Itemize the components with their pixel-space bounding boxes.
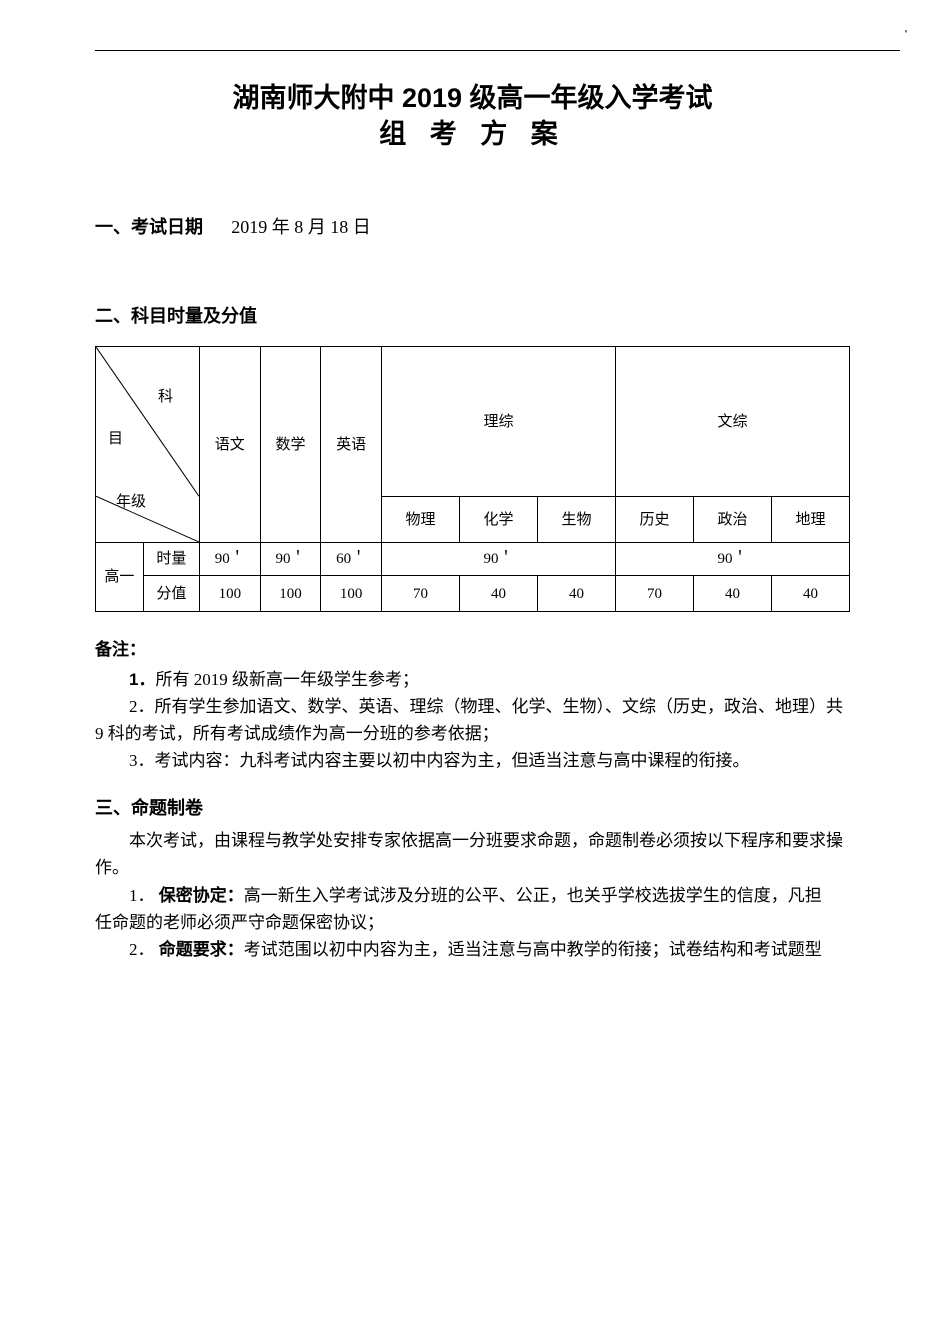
section3-heading: 三、命题制卷 [95,798,203,818]
exam-date: 2019 年 8 月 18 日 [231,217,371,237]
top-rule [95,50,900,51]
col-shuxue: 数学 [260,347,321,543]
item-1-body-a: 高一新生入学考试涉及分班的公平、公正，也关乎学校选拔学生的信度，凡担 [244,886,822,905]
section-exam-date: 一、考试日期 2019 年 8 月 18 日 [95,213,850,242]
document-title: 湖南师大附中 2019 级高一年级入学考试 组 考 方 案 [95,80,850,153]
notes-heading: 备注： [95,636,850,663]
diag-label-grade: 年级 [116,490,146,514]
section1-heading: 一、考试日期 [95,217,203,237]
row-score-label: 分值 [143,576,199,612]
diag-label-subject-mid: 目 [108,427,123,451]
section2-heading: 二、科目时量及分值 [95,306,257,326]
score-yingyu: 100 [321,576,382,612]
col-huaxue: 化学 [459,497,537,543]
col-shengwu: 生物 [537,497,615,543]
subjects-table: 科 目 年级 语文 数学 英语 理综 文综 物理 化学 生物 历史 政治 地理 … [95,346,850,612]
section3-intro: 本次考试，由课程与教学处安排专家依据高一分班要求命题，命题制卷必须按以下程序和要… [95,827,850,881]
col-yingyu: 英语 [321,347,382,543]
item-1-body-b: 任命题的老师必须严守命题保密协议； [95,909,850,936]
score-zhengzhi: 40 [693,576,771,612]
item-2-num: 2． [129,940,155,959]
title-line1: 湖南师大附中 2019 级高一年级入学考试 [95,80,850,116]
dur-lizong: 90＇ [381,543,615,576]
score-lishi: 70 [615,576,693,612]
score-shuxue: 100 [260,576,321,612]
row-duration-label: 时量 [143,543,199,576]
col-wenzong: 文综 [615,347,849,497]
score-yuwen: 100 [199,576,260,612]
row-grade: 高一 [96,543,144,612]
col-zhengzhi: 政治 [693,497,771,543]
score-wuli: 70 [381,576,459,612]
section-subjects: 二、科目时量及分值 [95,302,850,331]
score-shengwu: 40 [537,576,615,612]
title-line2: 组 考 方 案 [95,116,850,152]
note-1: 1．所有 2019 级新高一年级学生参考； [95,666,850,693]
col-dili: 地理 [771,497,849,543]
diagonal-header: 科 目 年级 [96,347,200,543]
item-1: 1． 保密协定：高一新生入学考试涉及分班的公平、公正，也关乎学校选拔学生的信度，… [146,882,850,909]
col-yuwen: 语文 [199,347,260,543]
notes-block: 备注： 1．所有 2019 级新高一年级学生参考； 2．所有学生参加语文、数学、… [95,636,850,774]
item-2-body-a: 考试范围以初中内容为主，适当注意与高中教学的衔接；试卷结构和考试题型 [244,940,822,959]
item-2-label: 命题要求： [159,940,244,959]
note-3: 3．考试内容：九科考试内容主要以初中内容为主，但适当注意与高中课程的衔接。 [95,747,850,774]
col-lizong: 理综 [381,347,615,497]
item-2: 2． 命题要求：考试范围以初中内容为主，适当注意与高中教学的衔接；试卷结构和考试… [146,936,850,963]
score-huaxue: 40 [459,576,537,612]
item-1-label: 保密协定： [159,886,244,905]
note-1-text: 所有 2019 级新高一年级学生参考； [155,670,419,689]
note-2: 2．所有学生参加语文、数学、英语、理综（物理、化学、生物）、文综（历史，政治、地… [95,693,850,747]
item-1-num: 1． [129,886,155,905]
note-1-lead: 1． [129,670,155,689]
score-dili: 40 [771,576,849,612]
dur-yuwen: 90＇ [199,543,260,576]
col-lishi: 历史 [615,497,693,543]
diag-label-subject-top: 科 [158,385,173,409]
dur-wenzong: 90＇ [615,543,849,576]
col-wuli: 物理 [381,497,459,543]
dur-yingyu: 60＇ [321,543,382,576]
dur-shuxue: 90＇ [260,543,321,576]
section-proposition: 三、命题制卷 本次考试，由课程与教学处安排专家依据高一分班要求命题，命题制卷必须… [95,794,850,963]
